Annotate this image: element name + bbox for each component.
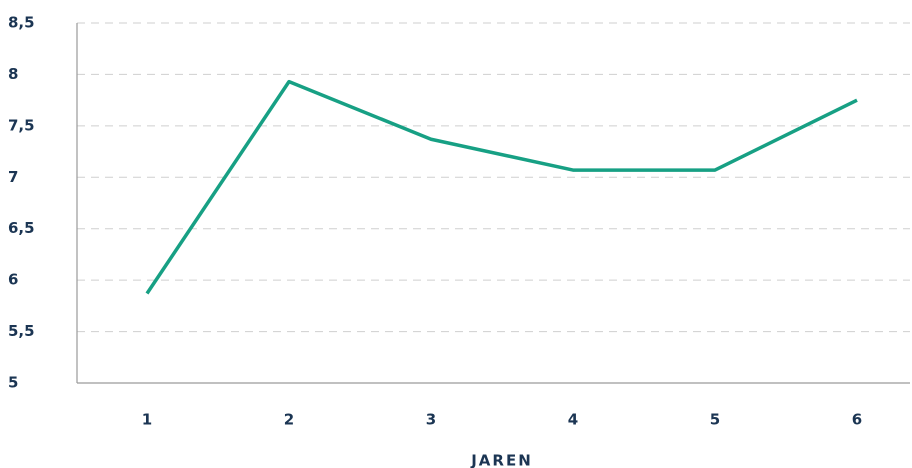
y-tick-label: 8 [8,65,18,83]
x-tick-label: 1 [142,411,152,429]
y-tick-label: 6,5 [8,219,35,237]
x-tick-label: 4 [568,411,578,429]
x-tick-label: 5 [710,411,720,429]
y-tick-label: 8,5 [8,14,35,32]
x-tick-label: 6 [852,411,862,429]
y-tick-label: 6 [8,271,18,289]
data-line [145,79,858,295]
y-tick-label: 5 [8,374,18,392]
x-tick-label: 3 [426,411,436,429]
y-tick-label: 7,5 [8,116,35,134]
x-tick-label: 2 [284,411,294,429]
x-axis-label: JAREN [470,452,533,468]
y-tick-label: 5,5 [8,322,35,340]
y-tick-label: 7 [8,168,18,186]
